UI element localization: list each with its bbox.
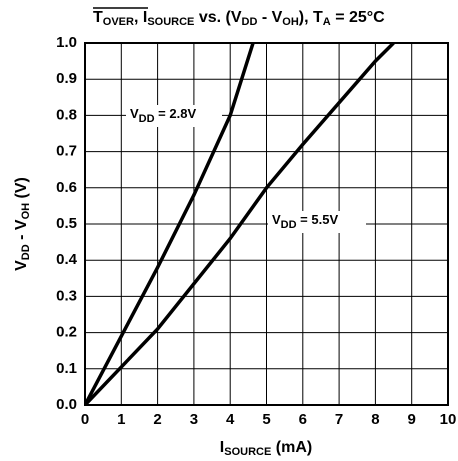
y-tick-label: 1.0 [56, 34, 77, 51]
x-tick-label: 4 [226, 411, 235, 428]
chart-title: TOVER, ISOURCE vs. (VDD - VOH), TA = 25°… [93, 9, 385, 28]
y-tick-label: 0.4 [56, 251, 78, 268]
y-tick-label: 0.9 [56, 70, 77, 87]
y-tick-label: 0.5 [56, 215, 77, 232]
x-axis-label: ISOURCE (mA) [220, 439, 312, 458]
x-tick-label: 9 [408, 411, 416, 428]
y-tick-label: 0.3 [56, 287, 77, 304]
series-label-part: = 2.8V [155, 106, 197, 121]
series-label-part: = 5.5V [297, 212, 339, 227]
plot-border [84, 42, 449, 406]
x-tick-label: 2 [153, 411, 161, 428]
series-label-part: V [272, 212, 281, 227]
line [85, 43, 395, 405]
series-label-part: DD [139, 113, 155, 125]
y-axis-label: VDD - VOH (V) [13, 177, 32, 271]
series-label-part: V [130, 106, 139, 121]
y-tick-label: 0.0 [56, 396, 77, 413]
y-tick-label: 0.1 [56, 360, 77, 377]
label-bg [126, 105, 222, 127]
y-tick-label: 0.7 [56, 143, 77, 160]
x-tick-label: 8 [371, 411, 379, 428]
series-label: VDD = 2.8V [130, 106, 196, 124]
series-label: VDD = 5.5V [272, 212, 338, 230]
y-tick-label: 0.8 [56, 106, 77, 123]
y-tick-label: 0.2 [56, 324, 77, 341]
x-tick-label: 6 [299, 411, 307, 428]
x-tick-label: 3 [190, 411, 198, 428]
x-tick-label: 7 [335, 411, 343, 428]
label-bg [268, 211, 366, 233]
x-tick-label: 0 [81, 411, 89, 428]
x-tick-label: 10 [440, 411, 457, 428]
y-tick-label: 0.6 [56, 179, 77, 196]
x-tick-label: 1 [117, 411, 125, 428]
line [85, 43, 255, 405]
x-tick-label: 5 [262, 411, 270, 428]
series-label-part: DD [281, 219, 297, 231]
